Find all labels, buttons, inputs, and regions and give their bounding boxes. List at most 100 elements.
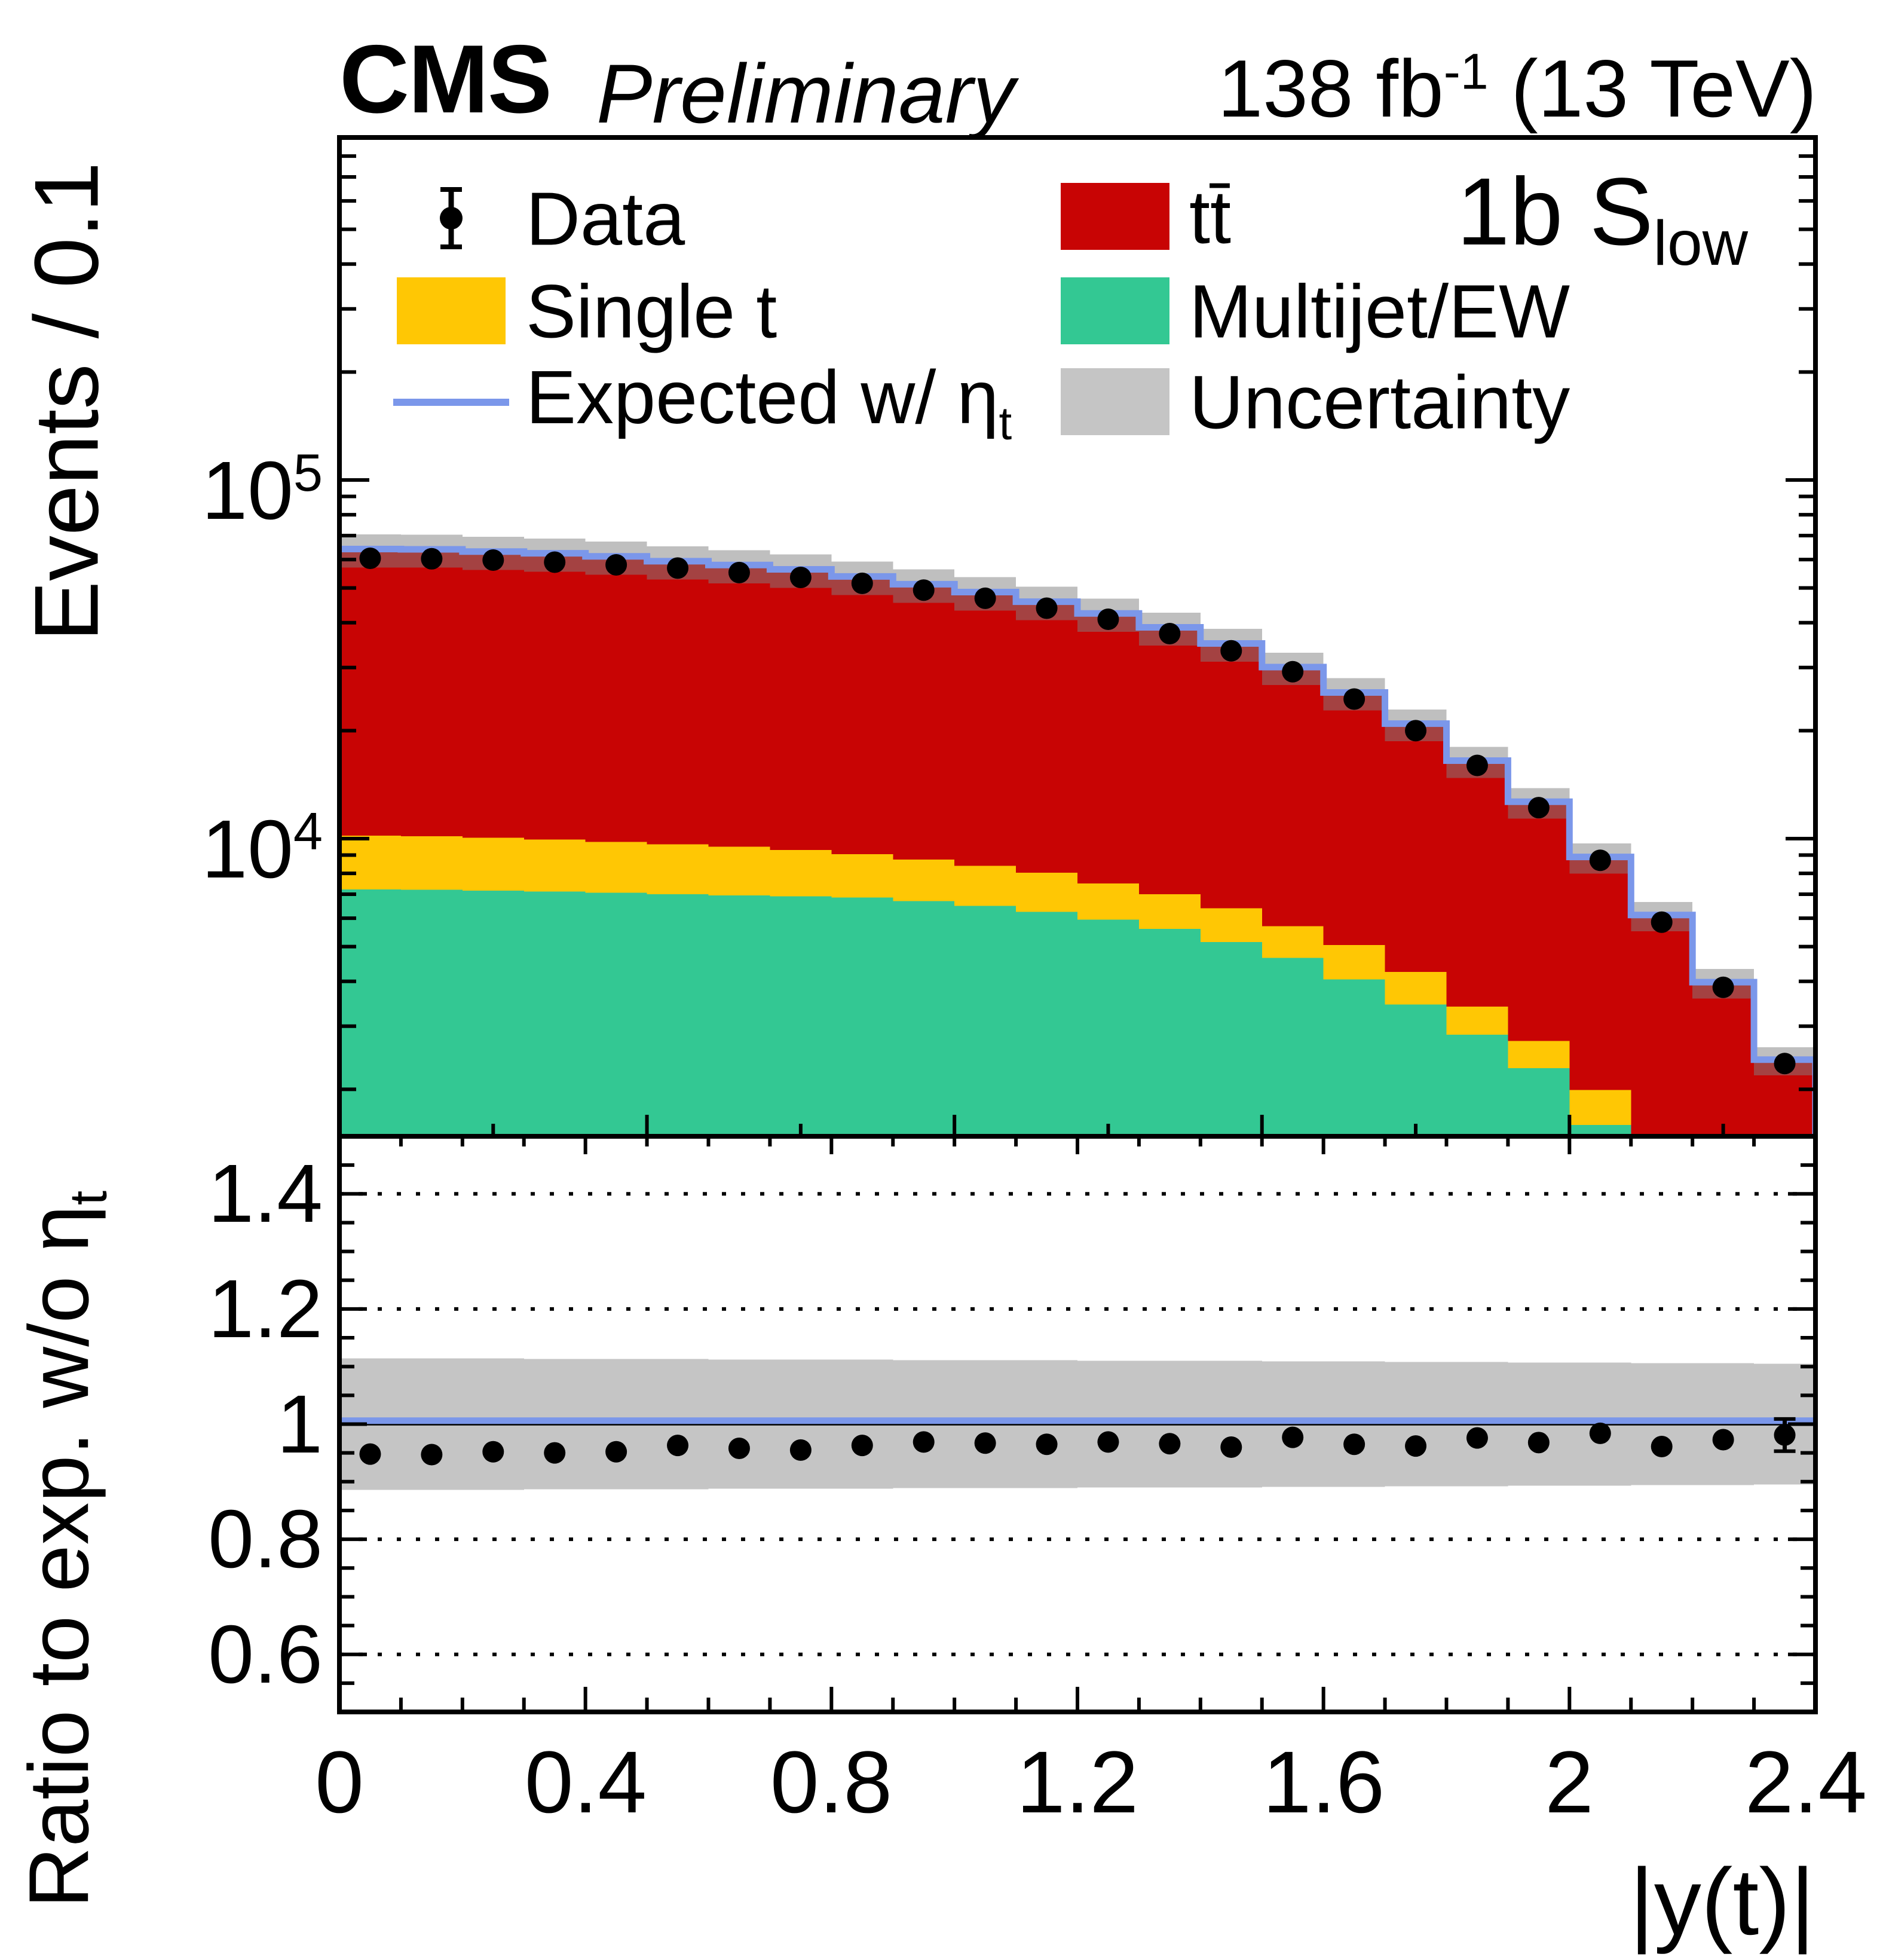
multijet-swatch — [1061, 277, 1169, 344]
ttbar-bar — [1138, 628, 1201, 894]
xtick-2p4: 2.4 — [1744, 1733, 1867, 1831]
multijet-bar — [1077, 919, 1139, 1136]
ratio-point — [974, 1432, 996, 1454]
single-t-bar — [770, 849, 832, 897]
ratio-point — [851, 1435, 873, 1457]
single-t-bar — [1262, 926, 1324, 958]
ttbar-bar — [1200, 644, 1262, 909]
data-point — [1159, 622, 1181, 644]
ratio-point — [1527, 1432, 1550, 1454]
ttbar-bar — [1262, 668, 1324, 927]
single-t-bar — [1323, 945, 1385, 980]
multijet-bar — [523, 891, 586, 1136]
data-point — [1282, 661, 1304, 683]
single-t-bar — [462, 837, 524, 891]
single-t-bar — [647, 844, 709, 894]
ttbar-bar — [647, 562, 709, 845]
multijet-bar — [954, 906, 1016, 1136]
data-point — [789, 566, 812, 588]
multijet-bar — [462, 891, 524, 1136]
legend-label-uncertainty: Uncertainty — [1189, 360, 1570, 445]
single-t-bar — [1016, 873, 1077, 912]
multijet-bar — [708, 895, 770, 1136]
ratio-point — [605, 1441, 627, 1463]
ttbar-bar — [708, 565, 770, 847]
data-point — [359, 547, 381, 569]
ratio-point — [1589, 1422, 1611, 1444]
ratio-tick-1p2: 1.2 — [208, 1263, 323, 1355]
region-label: 1b Slow — [1456, 157, 1748, 280]
single-t-bar — [708, 846, 770, 895]
data-point — [1774, 1053, 1796, 1075]
ratio-y-axis-title-main: Ratio to exp. w/o η — [11, 1205, 107, 1909]
data-point — [1651, 911, 1673, 933]
single-t-swatch — [397, 277, 506, 344]
ttbar-bar — [1631, 916, 1693, 1135]
xtick-0p8: 0.8 — [770, 1733, 893, 1831]
legend-label-ttbar: tt̄ — [1189, 175, 1232, 259]
ratio-point — [728, 1437, 750, 1459]
data-point — [421, 548, 443, 570]
ttbar-bar — [770, 570, 832, 850]
x-axis-title: |y(t)| — [1629, 1849, 1815, 1955]
data-legend-marker — [440, 207, 463, 230]
ttbar-bar — [1692, 983, 1755, 1136]
axes-group — [337, 135, 1818, 1714]
single-t-bar — [400, 836, 463, 890]
ratio-point — [1466, 1427, 1488, 1449]
ttbar-bar — [1569, 858, 1631, 1090]
data-point — [605, 554, 627, 576]
data-point — [1712, 976, 1734, 998]
region-label-main: 1b S — [1456, 158, 1654, 265]
single-t-bar — [1200, 908, 1262, 942]
ytick-1e5-exp: 5 — [293, 443, 323, 502]
ratio-point — [1097, 1431, 1119, 1453]
single-t-bar — [585, 842, 647, 893]
ratio-y-axis-title-sub: t — [58, 1190, 118, 1206]
ttbar-bar — [400, 550, 463, 837]
legend-label-single-t: Single t — [526, 269, 777, 354]
uncertainty-swatch — [1061, 368, 1169, 435]
multijet-bar — [585, 892, 647, 1136]
ttbar-bar — [1077, 614, 1139, 883]
data-point — [1220, 640, 1242, 662]
ratio-point — [1343, 1433, 1365, 1456]
ratio-point — [1712, 1429, 1734, 1451]
legend-label-expected-sub: t — [999, 397, 1012, 450]
ttbar-bar — [954, 593, 1016, 866]
single-t-bar — [893, 859, 955, 901]
multijet-bar — [1508, 1068, 1570, 1136]
data-point — [1589, 849, 1611, 872]
ratio-point — [1651, 1436, 1673, 1458]
data-point — [1036, 597, 1058, 619]
ratio-point — [482, 1441, 504, 1463]
ratio-point — [1774, 1424, 1796, 1446]
ttbar-bar — [523, 554, 586, 840]
ratio-point — [359, 1443, 381, 1465]
ratio-tick-1p4: 1.4 — [208, 1148, 323, 1240]
xtick-1p2: 1.2 — [1016, 1733, 1139, 1831]
data-point — [851, 572, 873, 594]
ratio-tick-0p6: 0.6 — [208, 1609, 323, 1701]
luminosity-exponent: -1 — [1443, 43, 1489, 100]
region-label-sub: low — [1653, 207, 1748, 279]
multijet-bar — [339, 889, 401, 1136]
data-point — [667, 557, 689, 579]
data-point — [974, 587, 996, 609]
ttbar-bar — [339, 550, 401, 836]
ratio-point — [544, 1442, 566, 1464]
data-point — [544, 551, 566, 573]
ratio-point — [667, 1435, 689, 1457]
multijet-bar — [893, 901, 955, 1136]
ratio-point — [789, 1439, 812, 1461]
legend-label-multijet: Multijet/EW — [1189, 269, 1570, 354]
ratio-panel-group — [339, 1192, 1815, 1656]
ratio-point — [1282, 1426, 1304, 1448]
data-point — [913, 579, 935, 601]
xtick-2: 2 — [1545, 1733, 1594, 1831]
single-t-bar — [1385, 971, 1447, 1005]
preliminary-label: Preliminary — [596, 47, 1015, 140]
ytick-1e4-base: 10 — [201, 803, 293, 895]
multijet-bar — [1016, 912, 1077, 1136]
